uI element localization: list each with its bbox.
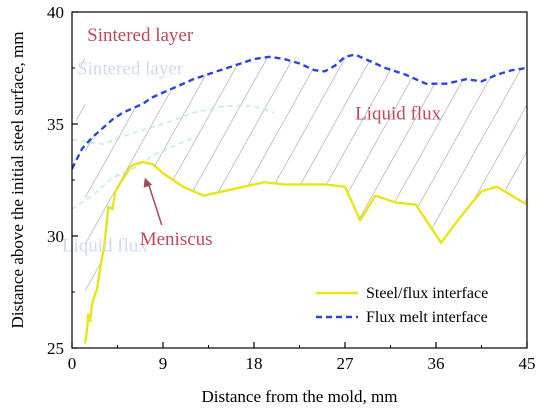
y-tick-label: 30 [47,227,64,246]
hatch-line [72,12,279,344]
hatch-line [536,0,550,368]
faded-ghost-curve [72,105,275,145]
annotation-sintered-layer: Sintered layer [87,25,194,46]
y-tick-label: 25 [47,339,64,358]
x-tick-label: 18 [246,354,263,373]
x-tick-label: 27 [337,354,355,373]
series-line-steel-flux-interface [83,160,527,344]
hatch-line [509,12,527,344]
series-line-flux-melt-interface [72,53,527,170]
hatch-line [483,12,527,344]
hatch-line [72,12,201,344]
axis-tick-labels: 0 9 18 27 36 45 25 30 35 40 [47,3,536,373]
y-axis-title: Distance above the initial steel surface… [8,32,27,329]
legend-label: Steel/flux interface [366,285,488,302]
y-tick-label: 40 [47,3,64,22]
meniscus-arrow-head [143,177,153,188]
annotation-liquid-flux-faded: Liquid flux [62,236,149,257]
x-tick-label: 9 [159,354,168,373]
legend-label: Flux melt interface [366,309,488,326]
faded-ghost-curve [72,136,194,210]
y-tick-label: 35 [47,115,64,134]
faded-background-layer [72,105,275,210]
annotation-liquid-flux: Liquid flux [355,104,442,125]
x-tick-label: 36 [428,354,445,373]
annotation-meniscus: Meniscus [140,229,213,250]
x-axis-title: Distance from the mold, mm [202,387,398,406]
meniscus-arrow-line [147,181,163,226]
annotation-layer: Sintered layer Sintered layer Liquid flux L… [62,25,442,257]
axis-ticks [71,11,528,349]
legend: Steel/flux interface Flux melt interface [316,285,488,326]
series-layer [72,53,527,344]
x-tick-label: 0 [68,354,77,373]
x-tick-label: 45 [519,354,536,373]
annotation-sintered-layer-faded: Sintered layer [77,59,184,80]
